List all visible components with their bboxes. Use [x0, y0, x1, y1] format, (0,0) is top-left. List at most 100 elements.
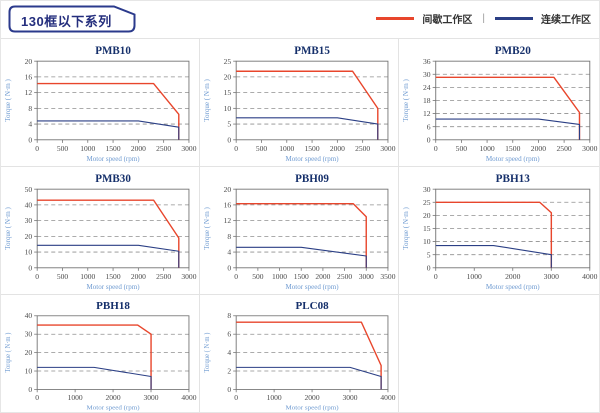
y-tick-label: 40	[25, 311, 33, 320]
series-line-连续工作区	[236, 366, 382, 390]
y-tick-label: 5	[227, 120, 231, 129]
y-tick-label: 10	[423, 237, 431, 246]
x-axis-label: Motor speed (rpm)	[286, 404, 339, 411]
series-line-间歇工作区	[236, 202, 367, 268]
x-tick-label: 0	[434, 272, 438, 281]
y-axis: 0 6 12 18 24 30 36	[423, 57, 436, 144]
chart-grid: 0 4 8 12 16 20 0 500 1000 1500 2000 2500 3000 PMB10 Mo…	[1, 38, 599, 412]
x-tick-label: 2000	[330, 144, 345, 153]
y-tick-label: 20	[224, 185, 232, 194]
x-tick-label: 2000	[106, 393, 121, 402]
series-line-连续工作区	[435, 118, 581, 140]
y-tick-label: 4	[28, 120, 32, 129]
y-tick-label: 20	[25, 348, 33, 357]
x-tick-label: 3000	[181, 144, 196, 153]
y-tick-label: 30	[423, 70, 431, 79]
y-tick-label: 25	[423, 198, 431, 207]
y-axis-label: Torque ( N·m )	[203, 206, 211, 249]
x-tick-label: 1000	[467, 272, 482, 281]
gridlines	[236, 204, 388, 253]
y-tick-label: 4	[227, 248, 231, 257]
x-tick-label: 2000	[505, 272, 520, 281]
x-tick-label: 500	[256, 144, 268, 153]
intermittent-zone-label: 间歇工作区	[422, 15, 473, 26]
series-line-间歇工作区	[37, 324, 152, 390]
x-tick-label: 4000	[582, 272, 597, 281]
y-tick-label: 20	[25, 232, 33, 241]
y-tick-label: 4	[227, 348, 231, 357]
y-tick-label: 0	[28, 135, 32, 144]
y-tick-label: 20	[224, 73, 232, 82]
chart-PBH18: 0 10 20 30 40 0 1000 2000 3000 4000 PBH18 Motor spe…	[5, 300, 197, 411]
x-tick-label: 2000	[131, 144, 146, 153]
chart-panel-PMB30: 0 10 20 30 40 50 0 500 1000 1500 2000 2500 3000 PMB30…	[1, 167, 200, 295]
y-tick-label: 10	[25, 367, 33, 376]
gridlines	[236, 333, 388, 372]
x-tick-label: 4000	[181, 393, 196, 402]
chart-title: PLC08	[295, 300, 328, 312]
x-tick-label: 500	[252, 272, 264, 281]
y-tick-label: 20	[25, 57, 33, 66]
y-tick-label: 24	[423, 83, 431, 92]
chart-PLC08: 0 2 4 6 8 0 1000 2000 3000 4000 PLC08 Motor speed (…	[204, 300, 396, 411]
x-tick-label: 1500	[294, 272, 309, 281]
x-tick-label: 500	[456, 144, 468, 153]
y-tick-label: 0	[427, 135, 431, 144]
y-tick-label: 10	[25, 248, 33, 257]
page-title-box: 130框以下系列	[8, 5, 136, 33]
x-tick-label: 0	[234, 144, 238, 153]
x-tick-label: 3500	[380, 272, 395, 281]
plot-border	[235, 60, 389, 141]
x-axis: 0 500 1000 1500 2000 2500 3000	[234, 139, 396, 153]
y-tick-label: 16	[224, 201, 232, 210]
chart-panel-PMB20: 0 6 12 18 24 30 36 0 500 1000 1500 2000 2500 3000 PMB2…	[399, 39, 599, 167]
y-axis: 0 5 10 15 20 25 30	[423, 185, 436, 272]
x-tick-label: 3000	[544, 272, 559, 281]
x-tick-label: 0	[35, 393, 39, 402]
chart-panel-PMB10: 0 4 8 12 16 20 0 500 1000 1500 2000 2500 3000 PMB10 Mo…	[1, 39, 200, 167]
y-tick-label: 2	[227, 367, 231, 376]
y-tick-label: 0	[28, 263, 32, 272]
x-tick-label: 2500	[156, 144, 171, 153]
x-tick-label: 3000	[181, 272, 196, 281]
x-tick-label: 1500	[106, 272, 121, 281]
y-axis-label: Torque ( N·m )	[204, 333, 211, 373]
x-tick-label: 1500	[106, 144, 121, 153]
y-tick-label: 12	[423, 109, 431, 118]
y-axis: 0 4 8 12 16 20	[224, 185, 237, 272]
x-axis: 0 1000 2000 3000 4000	[234, 389, 396, 402]
title-tag-outline	[8, 5, 136, 33]
y-tick-label: 12	[224, 216, 232, 225]
y-tick-label: 5	[427, 250, 431, 259]
plot-border	[36, 60, 190, 141]
x-tick-label: 0	[234, 272, 238, 281]
y-axis: 0 10 20 30 40 50	[25, 185, 38, 272]
series-line-间歇工作区	[236, 321, 382, 390]
continuous-zone-label: 连续工作区	[541, 15, 591, 26]
y-axis: 0 2 4 6 8	[227, 311, 237, 394]
series-line-连续工作区	[37, 120, 180, 140]
x-axis: 0 500 1000 1500 2000 2500 3000 3500	[234, 267, 396, 281]
y-axis-label: Torque ( N·m )	[203, 78, 211, 121]
x-tick-label: 2500	[156, 272, 171, 281]
y-tick-label: 0	[227, 135, 231, 144]
y-axis-label: Torque ( N·m )	[5, 333, 12, 373]
chart-panel-PBH18: 0 10 20 30 40 0 1000 2000 3000 4000 PBH18 Motor spe…	[1, 295, 200, 412]
gridlines	[236, 76, 388, 125]
chart-PBH13: 0 5 10 15 20 25 30 0 1000 2000 3000 4000 PBH13 Motor …	[402, 173, 597, 291]
y-tick-label: 36	[423, 57, 431, 66]
x-axis-label: Motor speed (rpm)	[486, 283, 540, 291]
y-tick-label: 18	[423, 96, 431, 105]
y-tick-label: 25	[224, 57, 232, 66]
x-tick-label: 3000	[143, 393, 158, 402]
x-tick-label: 2500	[355, 144, 370, 153]
page-title: 130框以下系列	[21, 14, 112, 29]
chart-PMB20: 0 6 12 18 24 30 36 0 500 1000 1500 2000 2500 3000 PMB2…	[402, 45, 598, 163]
x-tick-label: 1500	[305, 144, 320, 153]
y-tick-label: 50	[25, 185, 33, 194]
x-axis: 0 500 1000 1500 2000 2500 3000	[434, 139, 598, 153]
series-line-连续工作区	[37, 366, 152, 390]
y-tick-label: 8	[227, 311, 231, 320]
